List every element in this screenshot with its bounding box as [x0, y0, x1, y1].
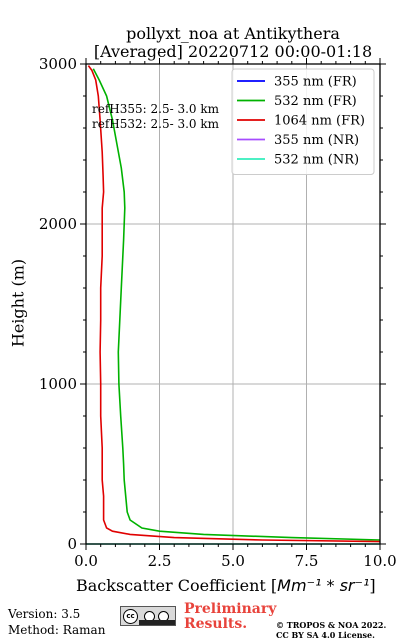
x-tick-label-4: 10.0: [363, 552, 396, 570]
cc-badge-band: [139, 620, 175, 625]
legend-label-4: 532 nm (NR): [274, 153, 359, 168]
footer-info: Version: 3.5 Method: Raman: [8, 606, 105, 638]
series-line-2: [87, 65, 381, 543]
y-tick-label-1: 1000: [39, 375, 77, 393]
x-axis-title-suffix: ]: [369, 576, 376, 595]
copyright-line-1: © TROPOS & NOA 2022.: [276, 620, 387, 630]
legend-box: [231, 68, 375, 175]
version-text: Version: 3.5: [8, 607, 81, 621]
reference-height-label-1: refH532: 2.5- 3.0 km: [92, 117, 220, 131]
legend-label-3: 355 nm (NR): [274, 133, 359, 148]
chart-title: pollyxt_noa at Antikythera: [126, 24, 340, 43]
method-text: Method: Raman: [8, 623, 106, 637]
copyright-notice: © TROPOS & NOA 2022. CC BY SA 4.0 Licens…: [276, 620, 386, 640]
cc-license-badge: cc: [120, 606, 176, 626]
series-line-1: [92, 68, 381, 541]
preliminary-notice: Preliminary Results.: [184, 602, 276, 632]
cc-logo-icon: cc: [123, 609, 138, 624]
legend-label-2: 1064 nm (FR): [274, 114, 365, 129]
chart-subtitle: [Averaged] 20220712 00:00-01:18: [93, 42, 373, 61]
reference-height-label-0: refH355: 2.5- 3.0 km: [92, 102, 220, 116]
legend-label-1: 532 nm (FR): [274, 94, 357, 109]
preliminary-line-1: Preliminary: [184, 601, 277, 617]
x-tick-label-0: 0.0: [74, 552, 98, 570]
x-tick-label-3: 7.5: [295, 552, 319, 570]
x-tick-label-2: 5.0: [221, 552, 245, 570]
preliminary-line-2: Results.: [184, 616, 248, 632]
x-axis-title-prefix: Backscatter Coefficient [: [76, 576, 278, 595]
x-axis-title-unit: Mm⁻¹ * sr⁻¹: [277, 576, 370, 595]
copyright-line-2: CC BY SA 4.0 License.: [276, 630, 375, 640]
y-tick-label-2: 2000: [39, 215, 77, 233]
x-axis-title: Backscatter Coefficient [Mm⁻¹ * sr⁻¹]: [76, 576, 376, 595]
x-tick-label-1: 2.5: [148, 552, 172, 570]
y-axis-title: Height (m): [8, 258, 28, 348]
legend-label-0: 355 nm (FR): [274, 75, 357, 90]
y-tick-label-0: 0: [67, 535, 77, 553]
y-tick-label-3: 3000: [39, 55, 77, 73]
